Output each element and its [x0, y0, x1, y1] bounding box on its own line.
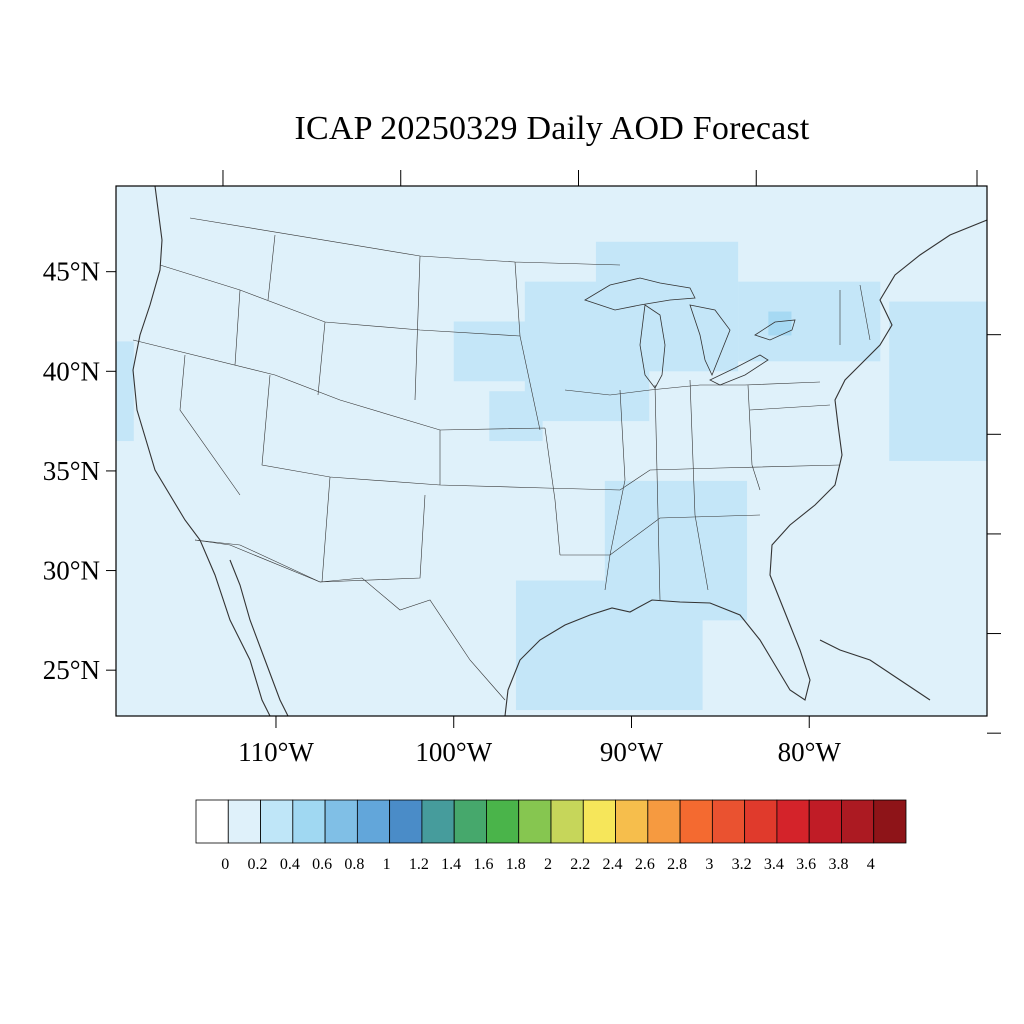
lon-tick-label: 110°W	[238, 737, 314, 767]
colorbar-label: 0.6	[312, 856, 332, 873]
colorbar-label: 0.2	[248, 856, 268, 873]
lat-tick-label: 45°N	[43, 257, 100, 287]
colorbar-label: 0.8	[344, 856, 364, 873]
colorbar-label: 1.4	[441, 856, 461, 873]
lake-huron	[689, 304, 731, 377]
colorbar-bin	[582, 799, 616, 844]
colorbar-label: 1.2	[409, 856, 429, 873]
mexico-border	[194, 539, 506, 701]
colorbar-label: 3.6	[796, 856, 816, 873]
colorbar-bin	[227, 799, 261, 844]
colorbar-bin	[453, 799, 487, 844]
aod-colorbar: 0 0.2 0.4 0.6 0.8 1 1.2 1.4 1.6 1.8 2 2.2 2.4 2.6 2.8 3…	[195, 799, 907, 873]
aod-region	[489, 391, 543, 442]
colorbar-bin	[518, 799, 552, 844]
colorbar-bin	[711, 799, 746, 844]
colorbar-bin	[550, 799, 584, 844]
colorbar-label: 0.4	[280, 856, 300, 873]
colorbar-bin	[647, 799, 681, 844]
aod-region	[595, 241, 739, 372]
colorbar-bin	[260, 799, 294, 844]
colorbar-bin	[195, 799, 229, 844]
lat-tick-label: 30°N	[43, 556, 100, 586]
lake-michigan	[639, 304, 666, 389]
aod-region	[889, 301, 987, 461]
lon-tick-label: 90°W	[600, 737, 664, 767]
colorbar-bin	[808, 799, 842, 844]
colorbar-bin	[841, 799, 875, 844]
colorbar-bin	[356, 799, 391, 844]
colorbar-bin	[873, 799, 907, 844]
colorbar-label: 1.6	[473, 856, 493, 873]
colorbar-label: 0	[221, 856, 229, 873]
colorbar-bin	[615, 799, 649, 844]
longitude-axis: 110°W 100°W 90°W 80°W	[222, 170, 978, 767]
map-title: ICAP 20250329 Daily AOD Forecast	[294, 110, 810, 147]
colorbar-label: 3.4	[764, 856, 784, 873]
colorbar-bin	[486, 799, 520, 844]
colorbar-label: 3.8	[828, 856, 848, 873]
aod-region	[738, 281, 881, 362]
lake-superior	[584, 277, 696, 311]
colorbar-label: 3	[705, 856, 713, 873]
colorbar-label: 1	[383, 856, 391, 873]
colorbar-label: 2.4	[603, 856, 623, 873]
colorbar-bin	[421, 799, 455, 844]
plot-frame	[115, 185, 988, 717]
coastline	[132, 186, 987, 716]
colorbar-label: 3.2	[732, 856, 752, 873]
state-boundaries	[132, 217, 871, 601]
colorbar-label: 1.8	[506, 856, 526, 873]
lake-ontario	[754, 319, 796, 341]
colorbar-label: 2.2	[570, 856, 590, 873]
aod-region	[116, 341, 134, 442]
lat-tick-label: 25°N	[43, 655, 100, 685]
lat-tick-label: 35°N	[43, 456, 100, 486]
aod-region	[515, 580, 703, 711]
colorbar-bin	[744, 799, 778, 844]
geographic-boundaries	[132, 186, 987, 716]
aod-field	[116, 241, 987, 711]
latitude-axis: 25°N 30°N 35°N 40°N 45°N	[43, 257, 1001, 734]
aod-region	[768, 311, 792, 336]
colorbar-bin	[292, 799, 326, 844]
lon-tick-label: 100°W	[415, 737, 492, 767]
colorbar-label: 4	[867, 856, 875, 873]
colorbar-label: 2	[544, 856, 552, 873]
colorbar-bin	[776, 799, 810, 844]
lon-tick-label: 80°W	[778, 737, 842, 767]
colorbar-bin	[389, 799, 423, 844]
colorbar-bin	[324, 799, 358, 844]
colorbar-label: 2.6	[635, 856, 655, 873]
colorbar-bin	[679, 799, 713, 844]
lat-tick-label: 40°N	[43, 356, 100, 386]
colorbar-label: 2.8	[667, 856, 687, 873]
